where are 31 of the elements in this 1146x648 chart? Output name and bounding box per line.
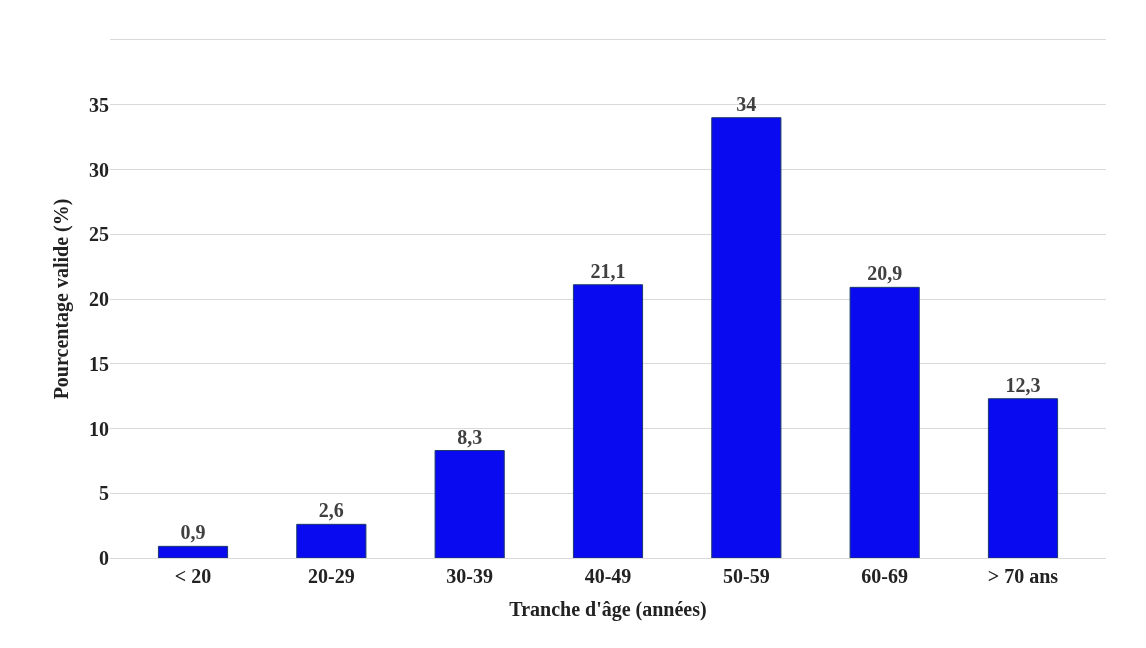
y-tick-label: 35 (89, 93, 109, 116)
y-tick-label: 5 (99, 482, 109, 505)
bar (157, 545, 229, 558)
x-tick-label: 20-29 (307, 565, 355, 587)
bar (572, 284, 644, 558)
data-label: 20,9 (867, 262, 903, 285)
y-tick-label: 15 (89, 352, 109, 375)
bar (987, 398, 1059, 558)
x-tick-label: 30-39 (446, 565, 494, 587)
data-label: 2,6 (318, 499, 344, 522)
x-tick-label: > 70 ans (987, 565, 1059, 587)
y-tick-label: 30 (89, 158, 109, 181)
y-tick-label: 10 (89, 417, 109, 440)
bar (711, 117, 782, 558)
y-tick-label: 0 (99, 547, 109, 569)
x-tick-label: 60-69 (861, 565, 909, 587)
y-tick-label: 25 (89, 223, 109, 246)
y-tick-label: 20 (89, 288, 109, 310)
data-label: 21,1 (590, 259, 626, 282)
y-axis-title: Pourcentage valide (%) (49, 198, 73, 400)
x-tick-label: < 20 (174, 565, 212, 587)
bar (434, 450, 505, 558)
data-label: 12,3 (1005, 373, 1041, 396)
x-axis-title: Tranche d'âge (années) (509, 597, 707, 621)
data-label: 0,9 (180, 521, 206, 544)
data-label: 34 (736, 92, 757, 115)
data-label: 8,3 (457, 425, 483, 448)
bar (849, 286, 920, 558)
x-tick-label: 40-49 (584, 565, 632, 587)
bar (296, 523, 367, 558)
x-tick-label: 50-59 (722, 565, 770, 587)
